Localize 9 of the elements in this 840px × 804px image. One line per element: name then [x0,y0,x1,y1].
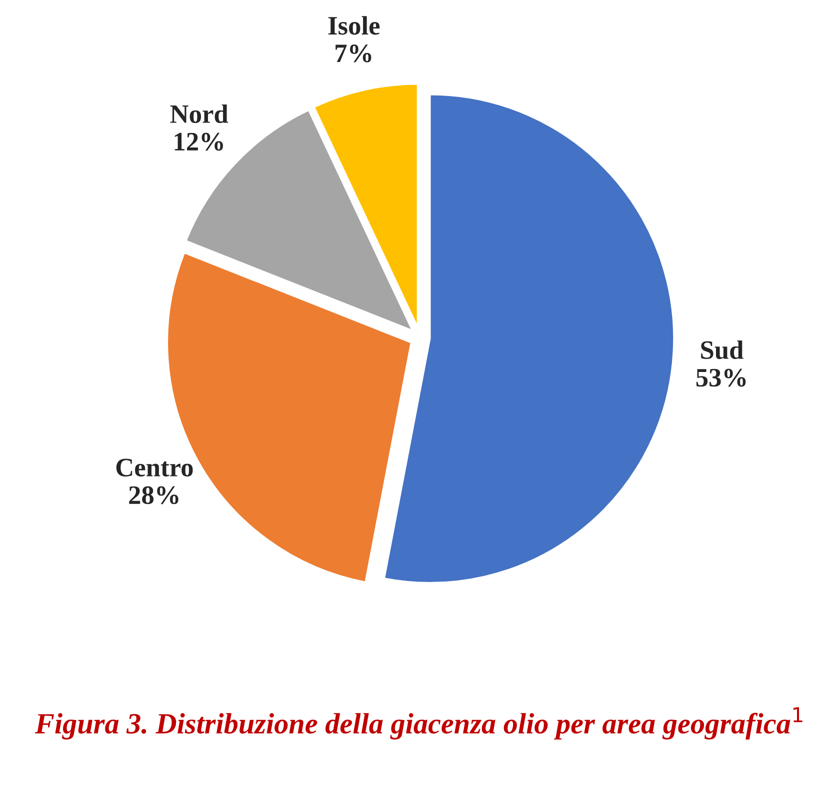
data-label: 7% [336,44,372,62]
data-label: 12% [174,132,223,151]
slice-label: Isole [328,16,380,35]
slice-label: Centro [116,458,193,476]
text: Figura 3. Distribuzione della giacenza olio per area geografica$^{1}$ [34,707,802,740]
slice-label: Nord [170,104,228,124]
slice-label: Sud [701,340,744,360]
data-label: 53% [696,368,746,387]
data-label: 28% [129,486,178,504]
